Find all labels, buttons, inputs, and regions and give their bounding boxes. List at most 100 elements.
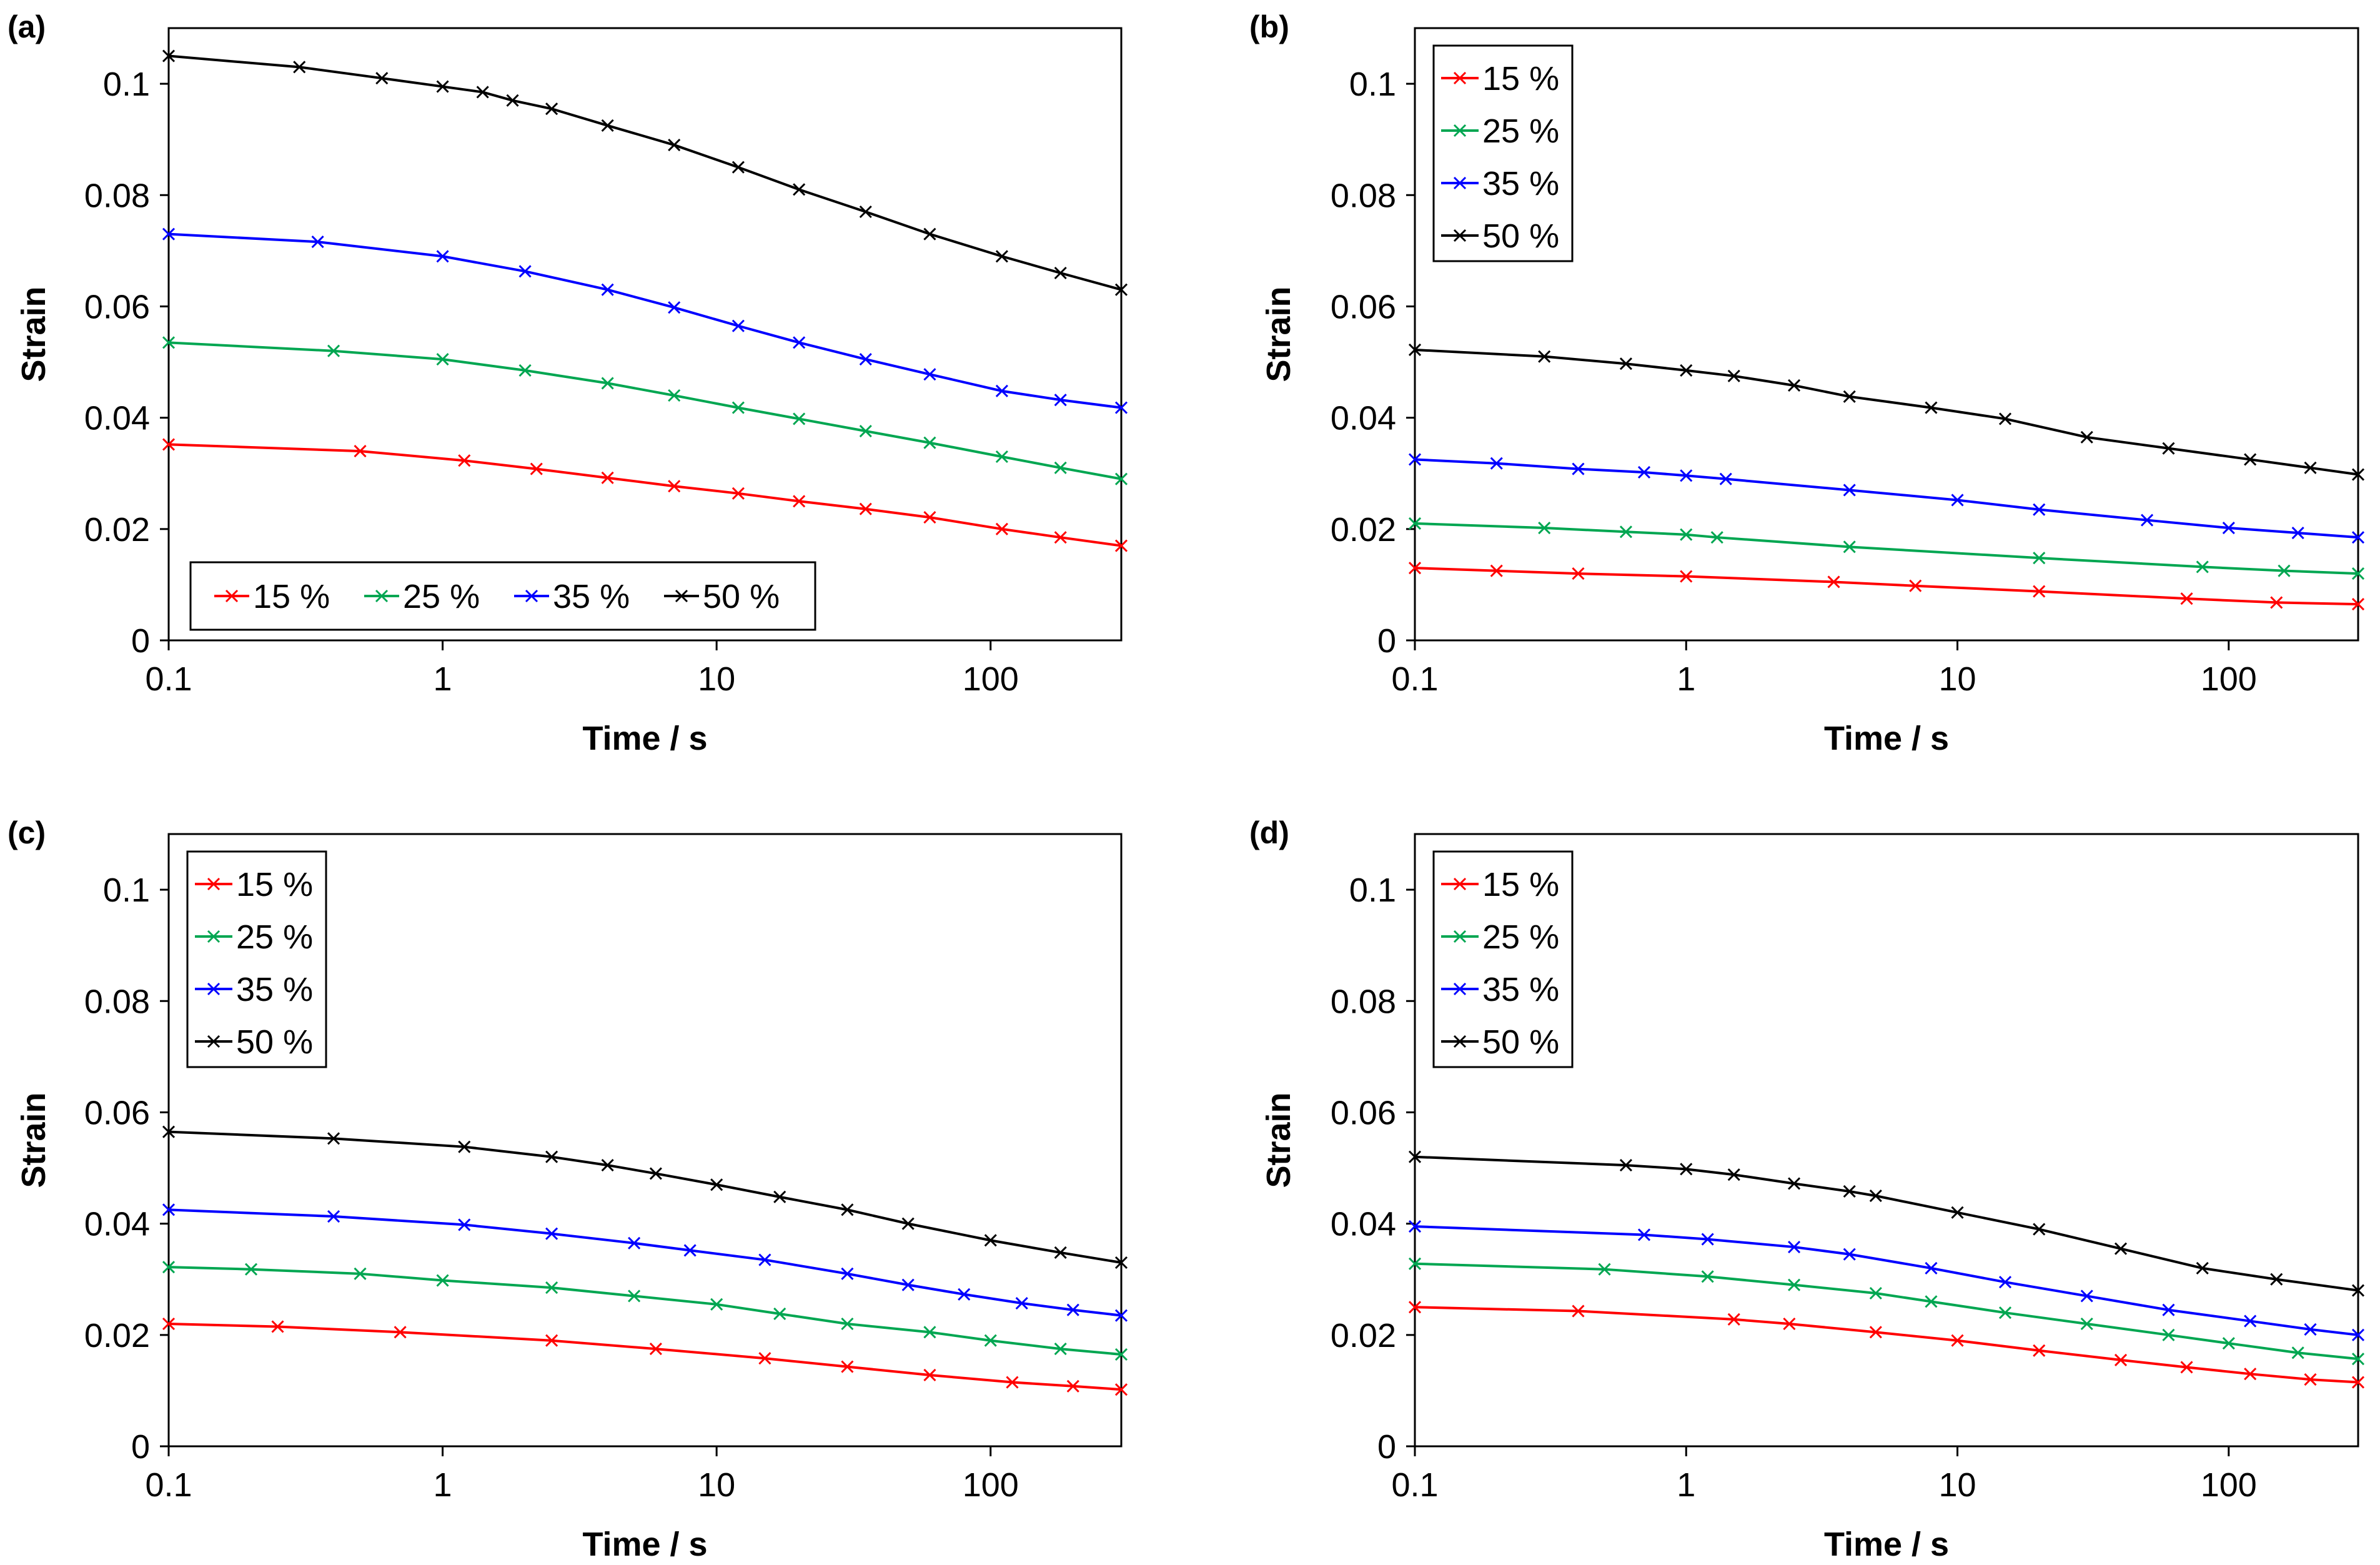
data-point <box>1408 343 1422 357</box>
legend-label: 15 % <box>253 578 330 615</box>
series-line <box>168 1266 1122 1356</box>
plot-frame <box>1414 833 2359 1448</box>
legend-marker <box>207 1035 221 1048</box>
legend-label: 25 % <box>236 918 313 956</box>
y-tick-label: 0.02 <box>1331 1317 1396 1354</box>
data-point <box>1998 1276 2012 1289</box>
data-point <box>859 424 872 438</box>
chart-panel-b: (b) 0 0.02 0.04 0.06 0.08 0.1 0.1 1 10 100 Time / s… <box>1249 9 2365 757</box>
legend-item-35: 35 % <box>514 578 630 615</box>
data-point <box>859 205 872 219</box>
data-point <box>1114 1256 1128 1269</box>
data-point <box>628 1236 641 1250</box>
y-tick-label: 0.06 <box>84 288 150 325</box>
data-point <box>1951 494 1964 507</box>
y-tick-label: 0.02 <box>84 1317 150 1354</box>
x-tick-label: 0.1 <box>1391 660 1438 698</box>
legend-marker <box>1453 176 1467 190</box>
data-point <box>1114 539 1128 552</box>
x-tick-label: 0.1 <box>1391 1466 1438 1504</box>
series-15 <box>162 438 1128 552</box>
data-point <box>1998 1306 2012 1319</box>
legend-marker <box>525 589 538 603</box>
data-point <box>731 319 745 332</box>
legend-marker <box>375 589 389 603</box>
data-point <box>923 1326 936 1339</box>
legend-item-35: 35 % <box>1441 165 1559 202</box>
data-point <box>1727 369 1740 382</box>
data-point <box>1843 1185 1856 1198</box>
data-point <box>2222 521 2235 535</box>
data-point <box>1114 401 1128 414</box>
y-tick-label: 0.1 <box>1349 66 1396 103</box>
x-tick-label: 1 <box>1677 660 1695 698</box>
data-point <box>162 49 176 62</box>
legend-item-25: 25 % <box>1441 112 1559 150</box>
data-point <box>375 72 389 85</box>
data-point <box>518 265 532 278</box>
data-point <box>1701 1233 1714 1246</box>
data-point <box>668 301 681 314</box>
data-point <box>995 450 1008 464</box>
legend-label: 25 % <box>1482 112 1559 150</box>
data-point <box>958 1288 971 1301</box>
data-point <box>2033 1344 2046 1357</box>
legend-marker <box>225 589 239 603</box>
data-point <box>2351 1284 2365 1297</box>
data-point <box>1788 379 1801 392</box>
data-point <box>601 283 614 296</box>
data-point <box>1843 390 1856 403</box>
x-axis-title: Time / s <box>1824 720 1949 757</box>
data-point <box>1998 412 2012 425</box>
data-point <box>1827 575 1840 589</box>
data-point <box>1869 1326 1882 1339</box>
data-point <box>506 94 519 107</box>
data-point <box>1114 1348 1128 1361</box>
data-point <box>327 1132 340 1145</box>
legend-item-50: 50 % <box>1441 217 1559 255</box>
data-point <box>545 1150 558 1163</box>
data-point <box>1490 564 1503 577</box>
data-point <box>476 86 489 99</box>
y-tick-label: 0.04 <box>1331 1206 1396 1243</box>
series-line <box>1414 348 2359 476</box>
data-point <box>793 412 806 425</box>
data-point <box>545 1281 558 1294</box>
legend-item-50: 50 % <box>195 1023 313 1061</box>
x-axis-title: Time / s <box>582 1526 707 1563</box>
data-point <box>2304 461 2317 474</box>
data-point <box>1619 525 1632 539</box>
data-point <box>649 1167 662 1180</box>
series-line <box>168 1130 1122 1264</box>
data-point <box>162 1317 176 1331</box>
data-point <box>1054 1343 1067 1356</box>
x-tick-label: 10 <box>698 660 735 698</box>
data-point <box>2033 552 2046 565</box>
data-point <box>923 1368 936 1382</box>
data-point <box>773 1190 786 1203</box>
legend-marker <box>675 589 688 603</box>
y-tick-label: 0.08 <box>84 177 150 214</box>
legend-label: 25 % <box>1482 918 1559 956</box>
x-tick-label: 10 <box>1938 1466 1976 1504</box>
series-15 <box>1408 1301 2365 1389</box>
data-point <box>2351 1376 2365 1389</box>
y-tick-label: 0 <box>131 1428 150 1466</box>
data-point <box>1680 469 1693 482</box>
legend-item-50: 50 % <box>1441 1023 1559 1061</box>
legend-label: 35 % <box>1482 165 1559 202</box>
y-tick-label: 0.04 <box>84 400 150 437</box>
series-line <box>1414 522 2359 575</box>
legend-item-35: 35 % <box>1441 971 1559 1008</box>
data-point <box>1727 1168 1740 1181</box>
data-point <box>710 1178 723 1191</box>
series-line <box>168 341 1122 480</box>
data-point <box>2304 1323 2317 1336</box>
series-line <box>1414 458 2359 539</box>
y-tick-label: 0.08 <box>84 983 150 1020</box>
data-point <box>1572 567 1585 580</box>
data-point <box>1788 1240 1801 1254</box>
panel-label: (a) <box>7 9 46 44</box>
data-point <box>984 1234 997 1247</box>
plot-frame <box>167 27 1123 642</box>
